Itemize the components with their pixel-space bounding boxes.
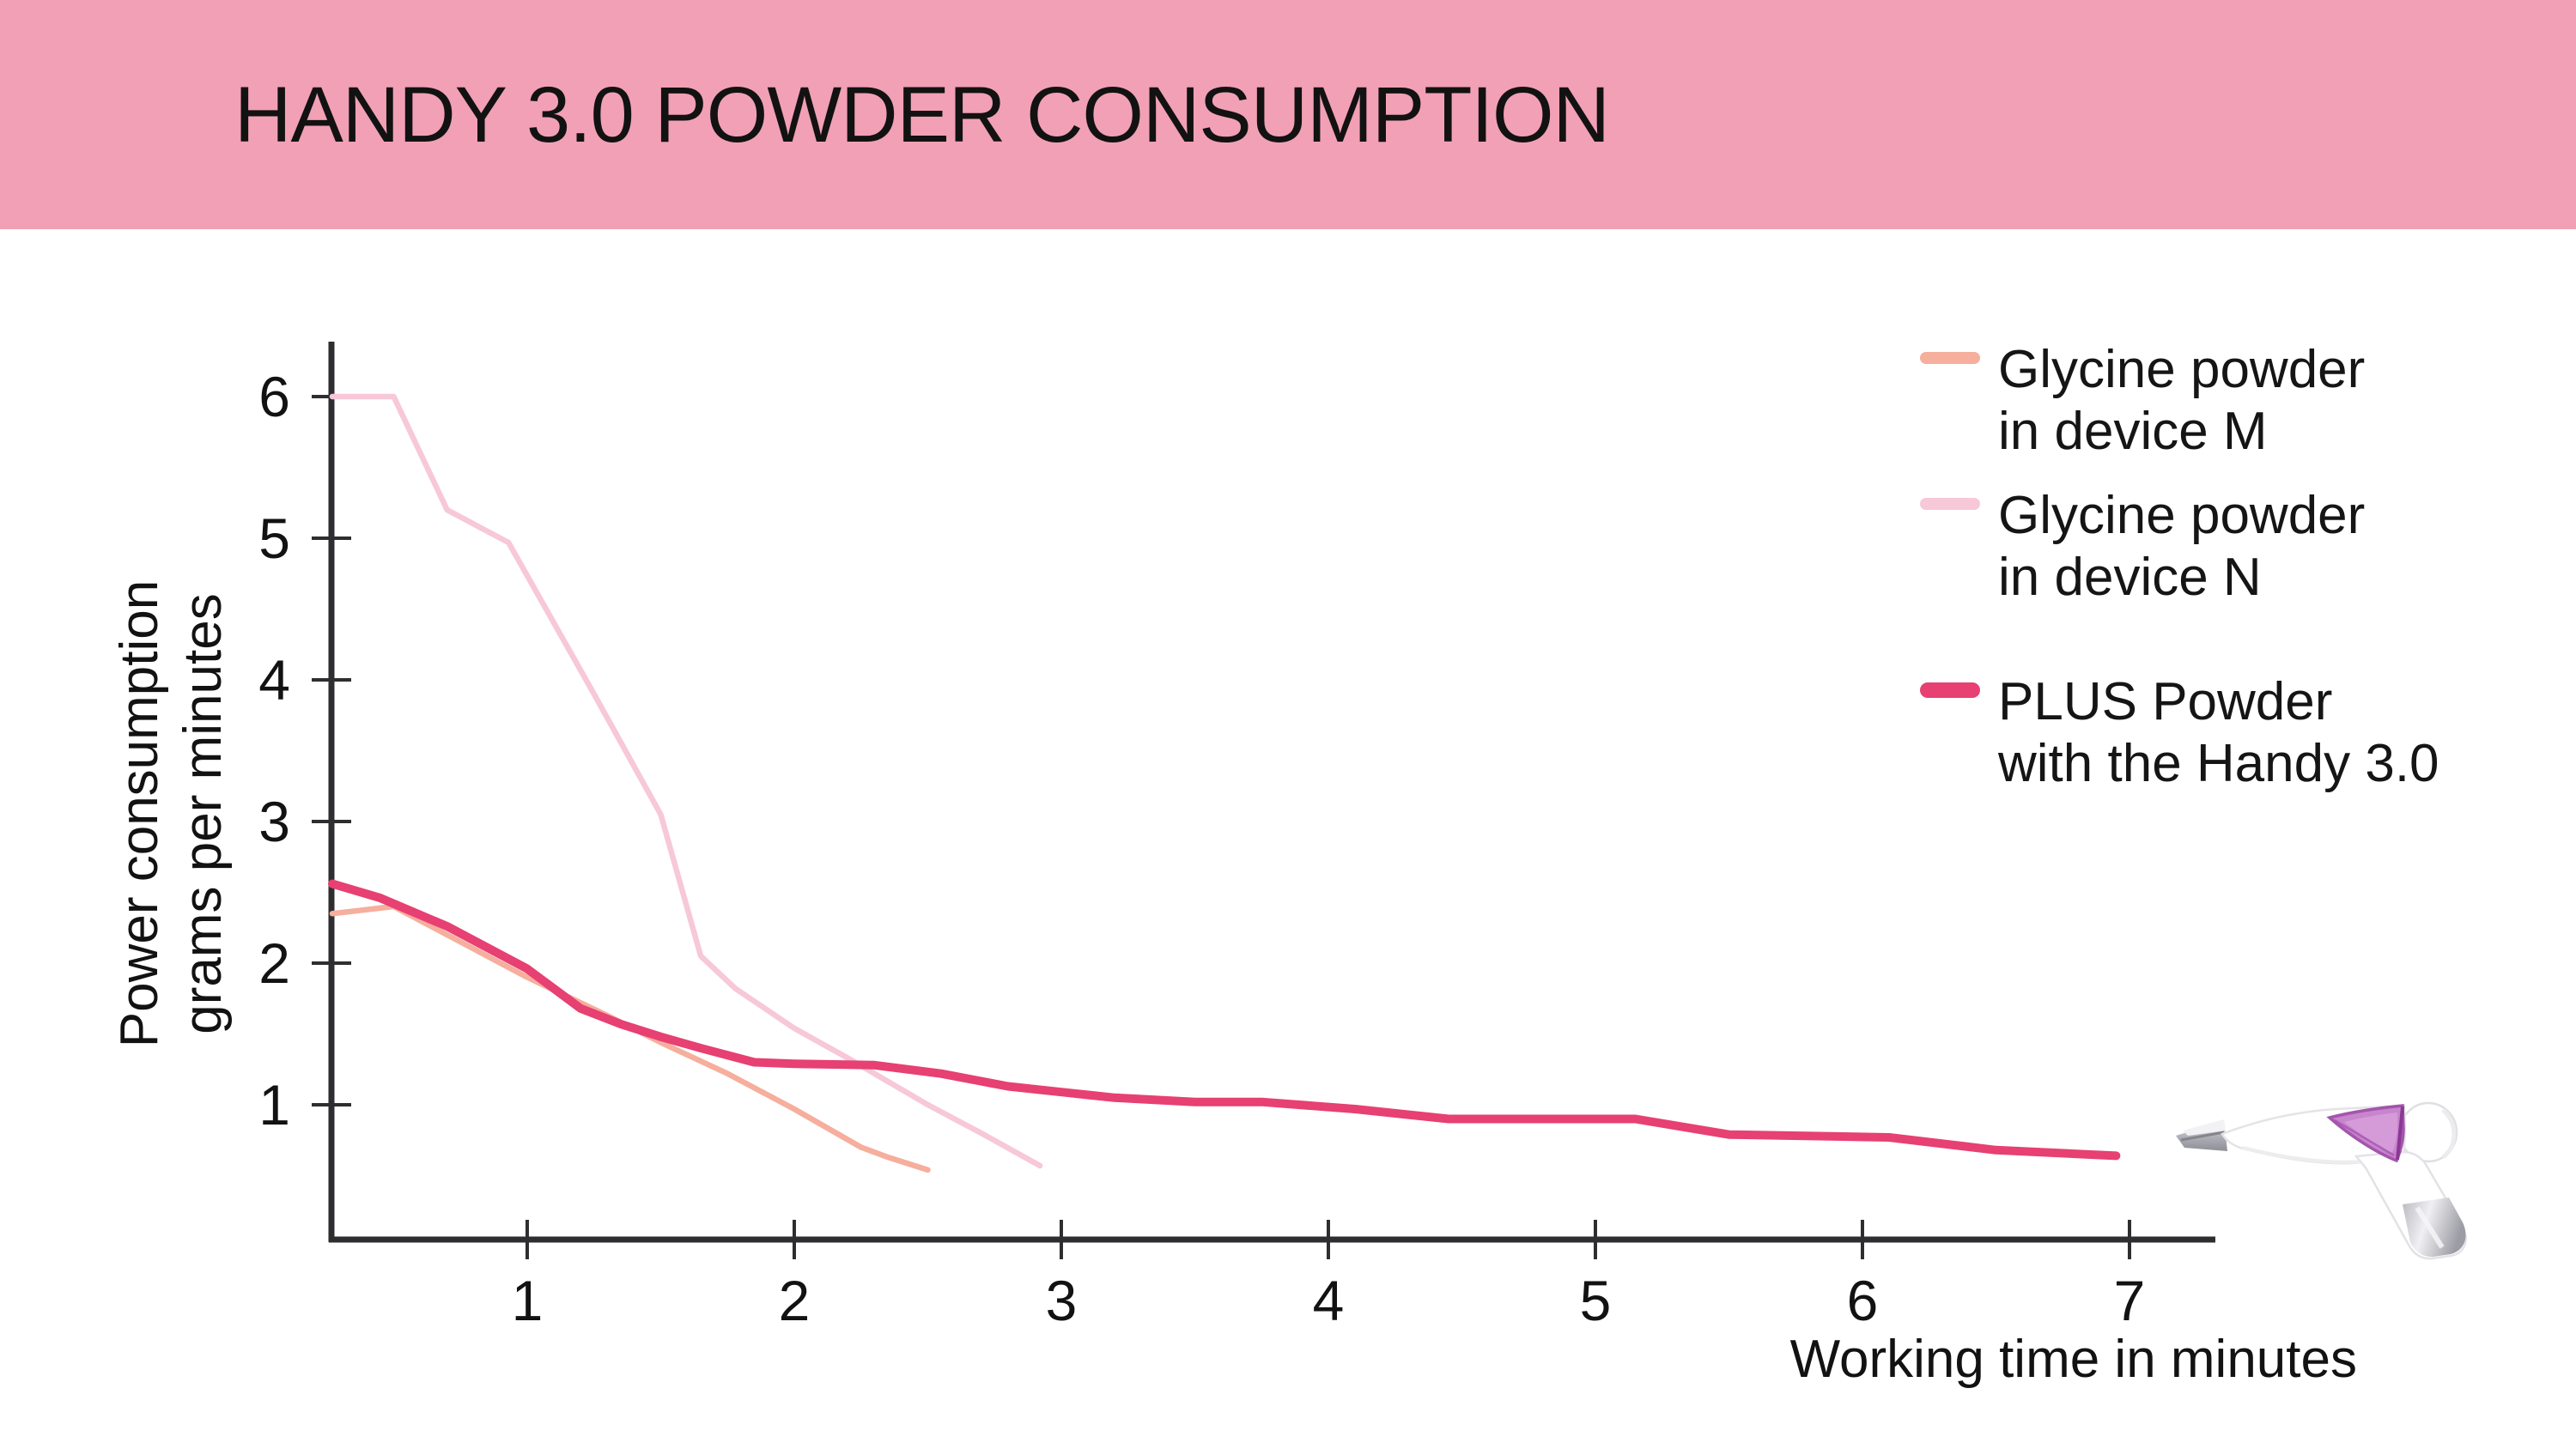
x-tick-label: 7 [2114,1269,2146,1332]
series-line-2 [328,879,2121,1161]
handy-device-image [2176,1101,2467,1260]
device-cap-shade [2441,1108,2457,1159]
legend-item-device-n: Glycine powder in device N [1920,485,2521,609]
y-tick-label: 2 [258,931,290,995]
device-ferrule-highlight [2415,1206,2445,1249]
device-body-shade [2242,1146,2364,1164]
y-axis-label: Power consumption grams per minutes [108,580,235,1048]
y-tick-label: 5 [258,506,290,570]
header-banner: HANDY 3.0 POWDER CONSUMPTION [0,0,2576,229]
x-tick-label: 5 [1580,1269,1612,1332]
legend-label: Glycine powder [1998,340,2366,399]
y-axis-label-line1: Power consumption [110,579,169,1048]
chart-title: HANDY 3.0 POWDER CONSUMPTION [234,71,1610,159]
legend-item-plus-powder: PLUS Powder with the Handy 3.0 [1920,671,2521,795]
y-axis-label-line2: grams per minutes [173,593,233,1034]
legend-swatch-device-m [1920,352,1980,364]
legend-label: Glycine powder [1998,486,2366,545]
legend: Glycine powder in device M Glycine powde… [1920,339,2521,795]
device-powder-chamber-inner [2344,1113,2397,1153]
legend-label: with the Handy 3.0 [1998,734,2439,793]
device-nozzle-slit [2180,1131,2225,1142]
device-powder-chamber-ridge [2396,1106,2404,1161]
device-nozzle-highlight [2183,1119,2226,1136]
x-tick-label: 1 [512,1269,544,1332]
x-tick-label: 6 [1847,1269,1879,1332]
y-tick-label: 6 [258,365,290,428]
x-tick-label: 2 [779,1269,811,1332]
x-axis-label: Working time in minutes [1789,1330,2357,1389]
y-tick-label: 4 [258,648,290,712]
legend-swatch-device-n [1920,498,1980,510]
legend-swatch-plus-powder [1920,682,1980,698]
series-line-1 [329,393,1043,1169]
x-tick-label: 3 [1046,1269,1078,1332]
legend-label: in device N [1998,548,2262,607]
series-line-0 [329,903,931,1173]
x-tick-label: 4 [1313,1269,1345,1332]
y-tick-label: 1 [258,1073,290,1137]
legend-item-device-m: Glycine powder in device M [1920,339,2521,463]
legend-label: PLUS Powder [1998,672,2333,731]
y-tick-label: 3 [258,790,290,853]
legend-label: in device M [1998,402,2268,461]
device-powder-chamber-facet [2334,1119,2395,1157]
